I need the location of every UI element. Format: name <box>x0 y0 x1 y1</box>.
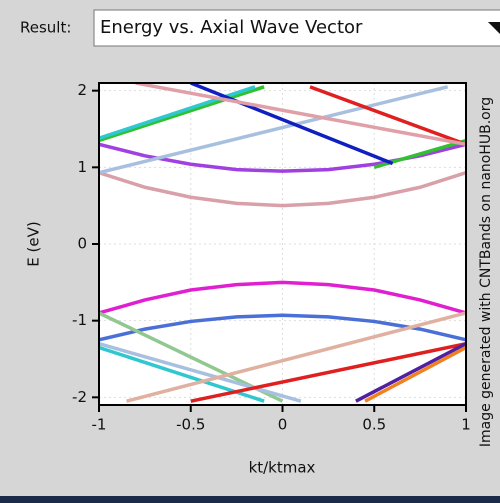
band-curve <box>190 341 466 403</box>
band-curve <box>135 83 466 147</box>
band-curve <box>99 280 466 315</box>
band-curve <box>355 342 466 403</box>
combo-arrow[interactable] <box>488 22 500 34</box>
y-tick-label: -1 <box>72 311 87 329</box>
x-tick-label: -1 <box>92 416 107 434</box>
band-curve <box>190 83 394 166</box>
result-label: Result: <box>20 19 71 37</box>
x-tick-label: -0.5 <box>176 416 205 434</box>
band-curve <box>99 171 466 208</box>
band-curve <box>364 345 466 403</box>
x-tick-label: 1 <box>461 416 471 434</box>
x-tick-label: 0 <box>278 416 288 434</box>
band-curve <box>99 85 449 175</box>
band-curve <box>126 311 466 403</box>
curves <box>99 83 466 403</box>
y-tick-label: 0 <box>77 235 87 253</box>
y-tick-label: 1 <box>77 158 87 176</box>
watermark: Image generated with CNTBands on nanoHUB… <box>478 97 494 447</box>
y-tick-label: 2 <box>77 81 87 99</box>
bottom-bar <box>0 496 500 503</box>
result-selection: Energy vs. Axial Wave Vector <box>100 17 363 38</box>
y-tick-label: -2 <box>72 388 87 406</box>
band-curve <box>99 313 466 342</box>
x-axis-label: kt/ktmax <box>249 459 316 477</box>
result-combo[interactable] <box>93 9 500 47</box>
y-axis-label: E (eV) <box>25 221 43 266</box>
x-tick-label: 0.5 <box>362 416 386 434</box>
band-curve <box>99 85 256 140</box>
band-curve <box>309 85 466 146</box>
band-curve <box>99 85 265 143</box>
band-curve <box>99 341 302 403</box>
